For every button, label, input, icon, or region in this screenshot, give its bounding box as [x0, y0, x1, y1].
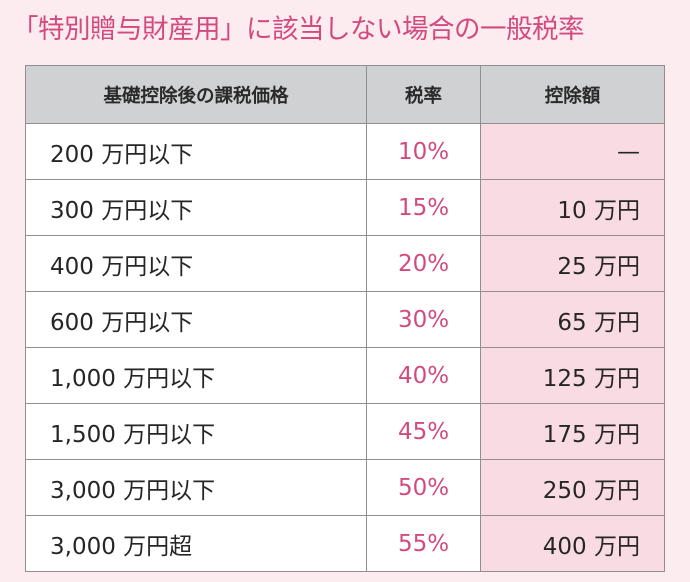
tax-rate-cell: 50%	[366, 459, 481, 516]
table-row: 1,000 万円以下 40% 125 万円	[25, 347, 665, 404]
tax-rate-cell: 15%	[366, 179, 481, 236]
tax-rate-cell: 40%	[366, 347, 481, 404]
deduction-cell: 175 万円	[480, 403, 665, 460]
tax-rate-cell: 45%	[366, 403, 481, 460]
tax-rate-table: 基礎控除後の課税価格 税率 控除額 200 万円以下 10% — 300 万円以…	[25, 65, 665, 572]
deduction-cell: 65 万円	[480, 291, 665, 348]
tax-rate-cell: 30%	[366, 291, 481, 348]
taxable-amount-cell: 3,000 万円以下	[25, 459, 367, 516]
tax-rate-cell: 55%	[366, 515, 481, 572]
table-row: 400 万円以下 20% 25 万円	[25, 235, 665, 292]
tax-rate-cell: 20%	[366, 235, 481, 292]
deduction-cell: —	[480, 123, 665, 180]
header-taxable-amount: 基礎控除後の課税価格	[25, 65, 367, 124]
table-row: 300 万円以下 15% 10 万円	[25, 179, 665, 236]
deduction-cell: 25 万円	[480, 235, 665, 292]
taxable-amount-cell: 300 万円以下	[25, 179, 367, 236]
taxable-amount-cell: 1,000 万円以下	[25, 347, 367, 404]
taxable-amount-cell: 1,500 万円以下	[25, 403, 367, 460]
header-deduction: 控除額	[480, 65, 665, 124]
deduction-cell: 10 万円	[480, 179, 665, 236]
table-row: 3,000 万円超 55% 400 万円	[25, 515, 665, 572]
deduction-cell: 250 万円	[480, 459, 665, 516]
taxable-amount-cell: 200 万円以下	[25, 123, 367, 180]
table-row: 200 万円以下 10% —	[25, 123, 665, 180]
page-title: 「特別贈与財産用」に該当しない場合の一般税率	[12, 14, 585, 45]
tax-rate-cell: 10%	[366, 123, 481, 180]
table-row: 1,500 万円以下 45% 175 万円	[25, 403, 665, 460]
deduction-cell: 125 万円	[480, 347, 665, 404]
deduction-cell: 400 万円	[480, 515, 665, 572]
table-row: 3,000 万円以下 50% 250 万円	[25, 459, 665, 516]
table-header-row: 基礎控除後の課税価格 税率 控除額	[25, 65, 665, 124]
taxable-amount-cell: 400 万円以下	[25, 235, 367, 292]
taxable-amount-cell: 600 万円以下	[25, 291, 367, 348]
taxable-amount-cell: 3,000 万円超	[25, 515, 367, 572]
header-tax-rate: 税率	[366, 65, 481, 124]
table-row: 600 万円以下 30% 65 万円	[25, 291, 665, 348]
